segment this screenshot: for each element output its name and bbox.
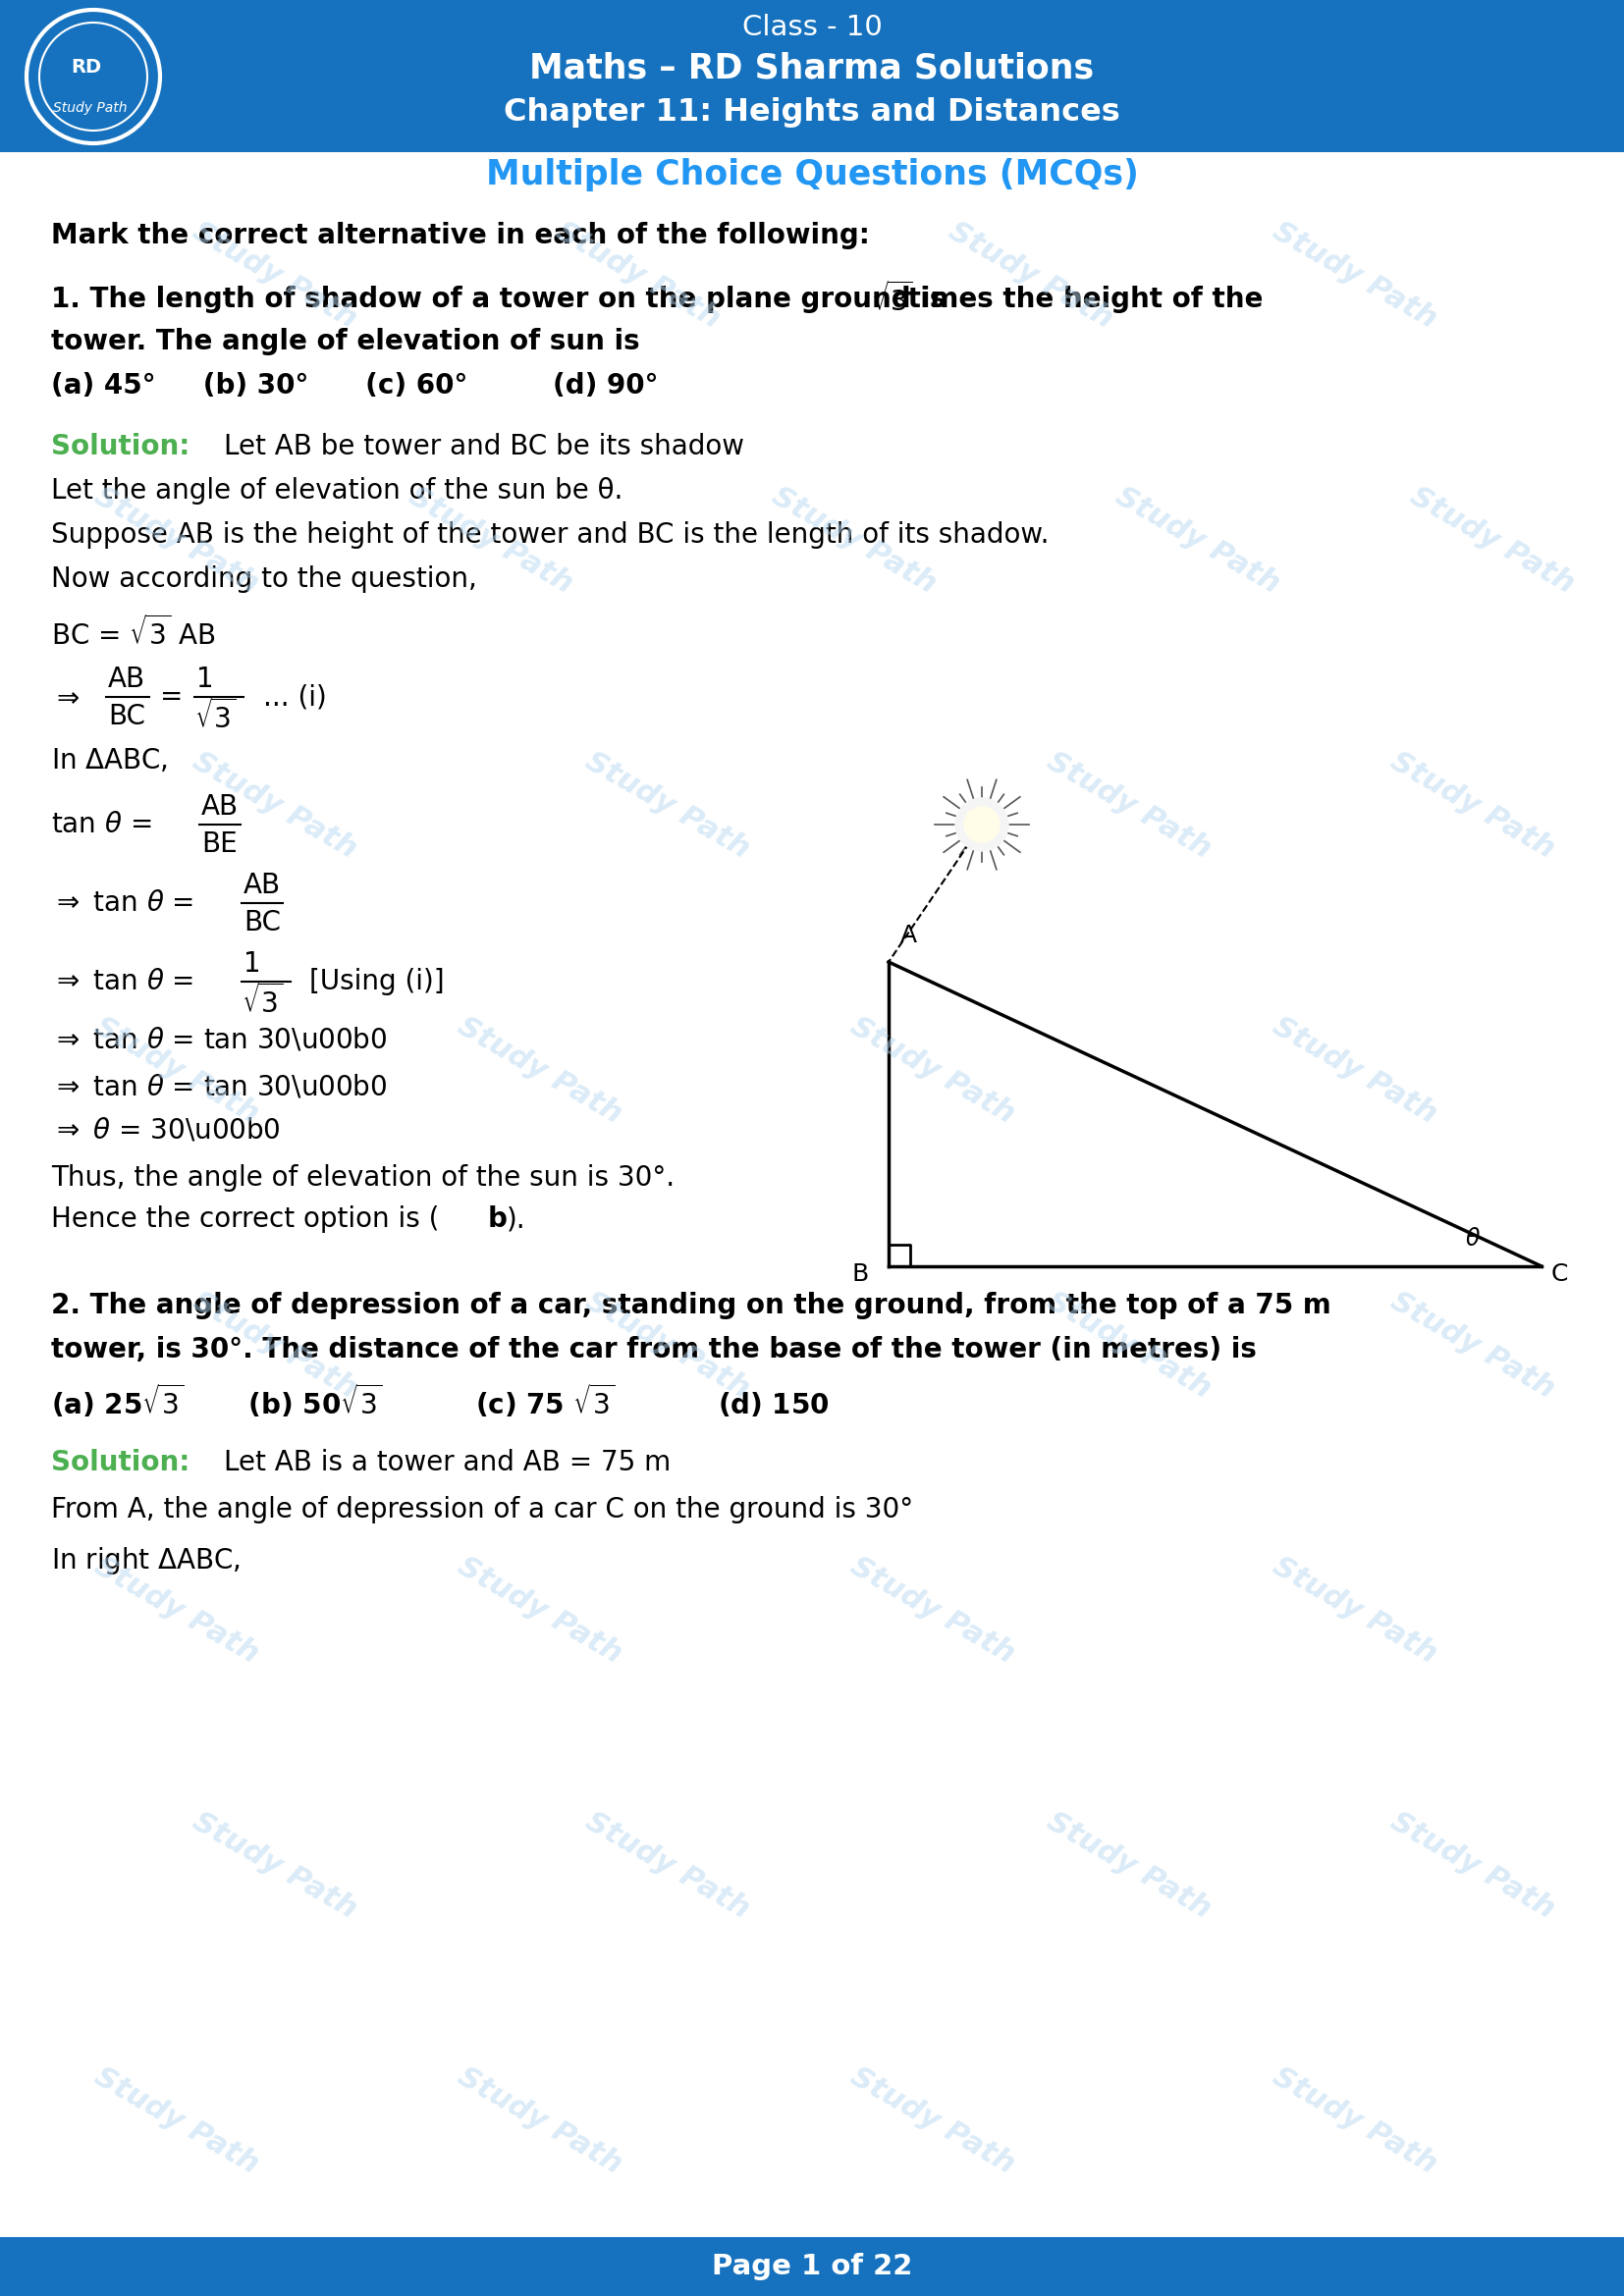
Text: Study Path: Study Path [453,1013,627,1127]
Text: Study Path: Study Path [188,746,362,863]
Text: BC: BC [244,909,281,937]
Text: Study Path: Study Path [1385,746,1561,863]
Text: (a) 45°     (b) 30°      (c) 60°         (d) 90°: (a) 45° (b) 30° (c) 60° (d) 90° [50,372,658,400]
Text: tower, is 30°. The distance of the car from the base of the tower (in metres) is: tower, is 30°. The distance of the car f… [50,1336,1257,1364]
Text: Study Path: Study Path [846,1552,1020,1669]
Text: (a) 25$\sqrt{3}$       (b) 50$\sqrt{3}$          (c) 75 $\sqrt{3}$           (d): (a) 25$\sqrt{3}$ (b) 50$\sqrt{3}$ (c) 75… [50,1382,830,1421]
Text: Now according to the question,: Now according to the question, [50,565,477,592]
Text: Study Path: Study Path [580,1286,755,1403]
Text: Study Path: Study Path [1268,216,1442,333]
Text: Study Path: Study Path [580,1807,755,1924]
Text: Multiple Choice Questions (MCQs): Multiple Choice Questions (MCQs) [486,158,1138,191]
Text: Solution:: Solution: [50,1449,190,1476]
Text: $\sqrt{3}$: $\sqrt{3}$ [195,698,237,735]
Text: Study Path: Study Path [453,1552,627,1669]
Text: Study Path: Study Path [188,1286,362,1403]
Text: Study Path: Study Path [944,216,1117,333]
Text: AB: AB [201,792,239,820]
Bar [0,0,1624,152]
Text: Study Path: Study Path [1043,1807,1216,1924]
Text: Study Path: Study Path [89,1552,263,1669]
Text: $\Rightarrow$ tan $\theta$ = tan 30\u00b0: $\Rightarrow$ tan $\theta$ = tan 30\u00b… [50,1026,387,1054]
Text: Suppose AB is the height of the tower and BC is the length of its shadow.: Suppose AB is the height of the tower an… [50,521,1049,549]
Text: Study Path: Study Path [54,101,127,115]
Text: 1: 1 [244,951,261,978]
Text: Study Path: Study Path [188,216,362,333]
Text: RD: RD [71,57,102,76]
Text: Study Path: Study Path [89,1013,263,1127]
Text: Study Path: Study Path [89,482,263,599]
Text: Study Path: Study Path [1111,482,1285,599]
Text: Mark the correct alternative in each of the following:: Mark the correct alternative in each of … [50,223,870,250]
Text: 2. The angle of depression of a car, standing on the ground, from the top of a 7: 2. The angle of depression of a car, sta… [50,1293,1332,1320]
Text: In right $\Delta$ABC,: In right $\Delta$ABC, [50,1545,240,1577]
Text: BC = $\sqrt{3}$ AB: BC = $\sqrt{3}$ AB [50,615,216,650]
Text: Study Path: Study Path [453,2062,627,2179]
Text: Study Path: Study Path [1268,2062,1442,2179]
Text: Thus, the angle of elevation of the sun is 30°.: Thus, the angle of elevation of the sun … [50,1164,674,1192]
Text: $\Rightarrow$: $\Rightarrow$ [50,684,80,712]
Text: =: = [161,684,184,712]
Text: Study Path: Study Path [551,216,726,333]
Text: Study Path: Study Path [1385,1286,1561,1403]
Text: $\Rightarrow$ $\theta$ = 30\u00b0: $\Rightarrow$ $\theta$ = 30\u00b0 [50,1118,281,1146]
Text: Class - 10: Class - 10 [742,14,882,41]
Text: Study Path: Study Path [846,1013,1020,1127]
Text: $\Rightarrow$ tan $\theta$ =: $\Rightarrow$ tan $\theta$ = [50,969,193,996]
Bar [0,2236,1624,2296]
Text: Let AB is a tower and AB = 75 m: Let AB is a tower and AB = 75 m [224,1449,671,1476]
Text: [Using (i)]: [Using (i)] [309,969,445,996]
Text: ).: ). [507,1205,526,1233]
Text: 1. The length of shadow of a tower on the plane ground is: 1. The length of shadow of a tower on th… [50,285,955,312]
Text: BC: BC [109,703,145,730]
Text: Study Path: Study Path [1043,1286,1216,1403]
Text: Study Path: Study Path [767,482,942,599]
Text: $\theta$: $\theta$ [1465,1226,1481,1251]
Text: Let AB be tower and BC be its shadow: Let AB be tower and BC be its shadow [224,434,744,461]
Text: From A, the angle of depression of a car C on the ground is 30°: From A, the angle of depression of a car… [50,1497,913,1525]
Text: $\sqrt{3}$: $\sqrt{3}$ [242,983,284,1019]
Text: Study Path: Study Path [404,482,578,599]
Text: Study Path: Study Path [89,2062,263,2179]
Text: B: B [851,1263,869,1286]
Text: b: b [487,1205,507,1233]
Text: $\Rightarrow$ tan $\theta$ = tan 30\u00b0: $\Rightarrow$ tan $\theta$ = tan 30\u00b… [50,1075,387,1102]
Text: Study Path: Study Path [1385,1807,1561,1924]
Text: Maths – RD Sharma Solutions: Maths – RD Sharma Solutions [529,53,1095,85]
Text: Study Path: Study Path [846,2062,1020,2179]
Text: tower. The angle of elevation of sun is: tower. The angle of elevation of sun is [50,328,640,356]
Text: BE: BE [201,831,237,859]
Text: AB: AB [109,666,146,693]
Text: C: C [1551,1263,1569,1286]
Text: Study Path: Study Path [1268,1552,1442,1669]
Circle shape [955,799,1009,852]
Text: $\sqrt{3}$: $\sqrt{3}$ [870,282,913,317]
Text: Study Path: Study Path [580,746,755,863]
Text: In $\Delta$ABC,: In $\Delta$ABC, [50,746,167,774]
Text: Chapter 11: Heights and Distances: Chapter 11: Heights and Distances [503,99,1121,129]
Text: tan $\theta$ =: tan $\theta$ = [50,810,151,838]
Text: Study Path: Study Path [1405,482,1580,599]
Text: Let the angle of elevation of the sun be θ.: Let the angle of elevation of the sun be… [50,478,624,505]
Text: Page 1 of 22: Page 1 of 22 [711,2252,913,2280]
Text: Study Path: Study Path [1043,746,1216,863]
Text: A: A [900,923,918,948]
Text: Hence the correct option is (: Hence the correct option is ( [50,1205,438,1233]
Text: Study Path: Study Path [1268,1013,1442,1127]
Circle shape [965,806,999,843]
Text: times the height of the: times the height of the [898,285,1263,312]
Text: AB: AB [244,872,281,900]
Text: $\Rightarrow$ tan $\theta$ =: $\Rightarrow$ tan $\theta$ = [50,889,193,916]
Text: 1: 1 [197,666,214,693]
Text: Solution:: Solution: [50,434,190,461]
Text: ... (i): ... (i) [263,684,326,712]
Text: Study Path: Study Path [188,1807,362,1924]
